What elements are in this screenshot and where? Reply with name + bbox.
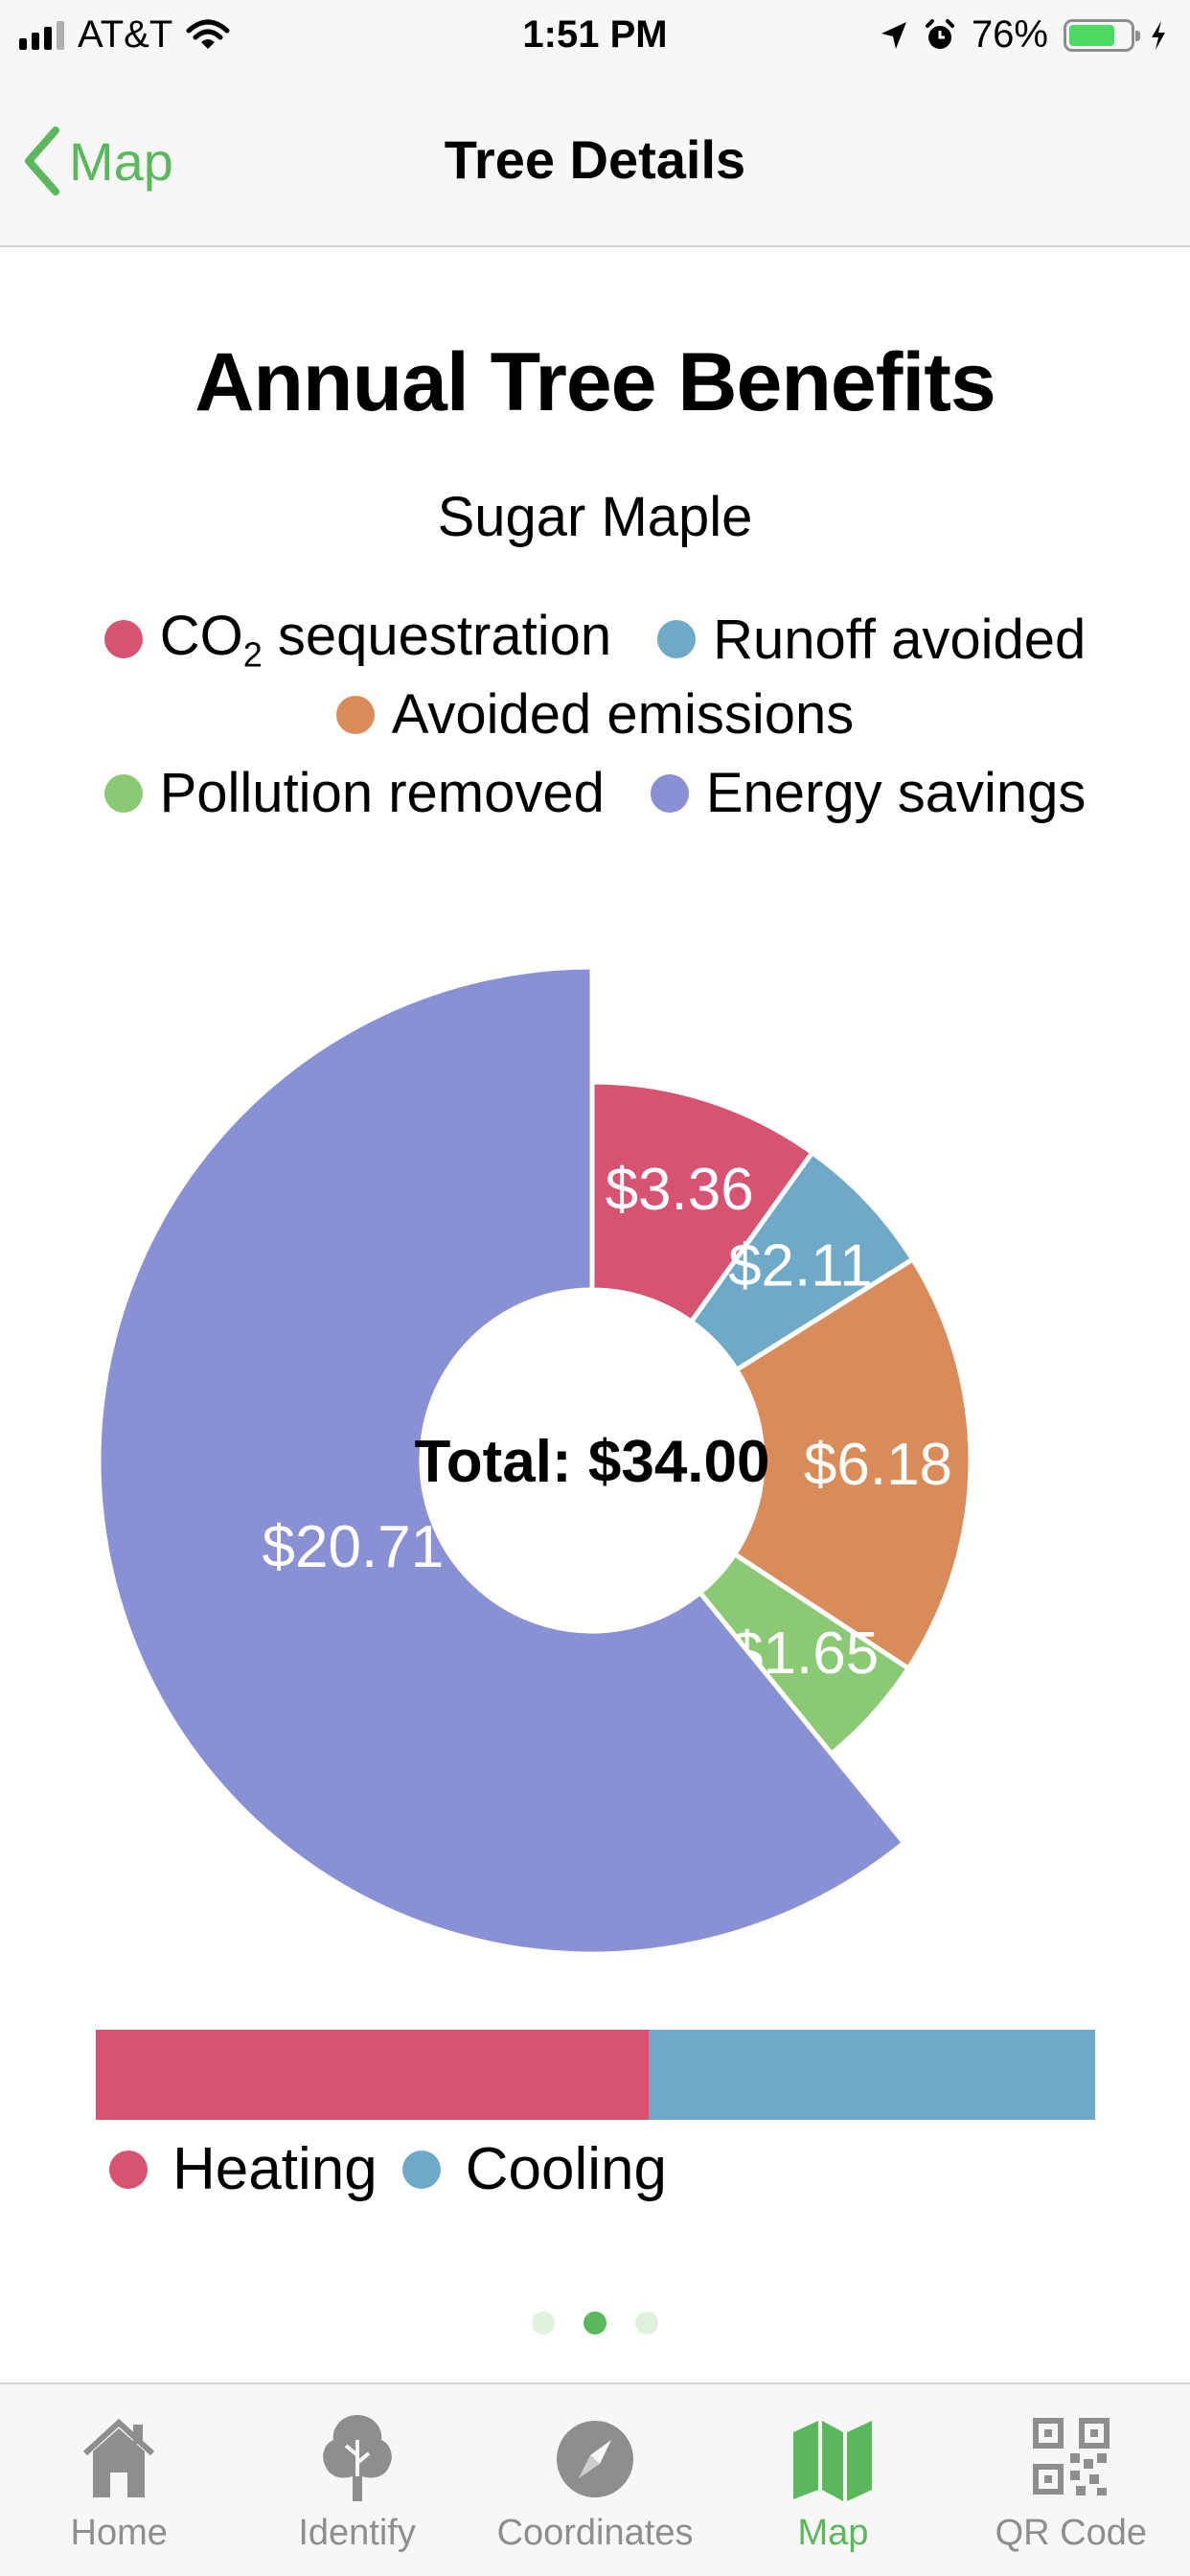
legend-label: Energy savings (705, 762, 1087, 824)
donut-total-label: Total: $34.00 (414, 1429, 769, 1495)
chart-subtitle: Sugar Maple (437, 486, 753, 548)
nav-title: Tree Details (444, 129, 746, 190)
charging-bolt-icon (1152, 20, 1165, 50)
battery-percent: 76% (971, 13, 1048, 56)
legend-label: Pollution removed (159, 762, 605, 824)
tab-coordinates[interactable]: Coordinates (476, 2384, 714, 2576)
legend-item-energy: Energy savings (650, 761, 1087, 825)
status-right: 76% (880, 13, 1167, 57)
tab-qr-code[interactable]: QR Code (952, 2384, 1190, 2576)
clock: 1:51 PM (522, 13, 668, 56)
legend-item-runoff: Runoff avoided (657, 608, 1086, 672)
back-label: Map (69, 130, 173, 192)
heating-label: Heating (172, 2136, 378, 2202)
energy-split-segment (648, 2030, 1095, 2120)
qr-code-icon (1032, 2418, 1110, 2496)
donut-slice[interactable] (96, 964, 908, 1957)
page-dot[interactable] (635, 2312, 658, 2334)
cooling-swatch (401, 2150, 441, 2189)
legend-swatch (103, 620, 143, 659)
legend-row-2: Avoided emissions (0, 682, 1190, 747)
energy-split-segment (96, 2030, 649, 2120)
location-arrow-icon (881, 21, 906, 49)
alarm-icon (925, 18, 954, 49)
tab-label: Identify (298, 2513, 416, 2553)
legend-item-avoided-emissions: Avoided emissions (335, 682, 855, 747)
heating-swatch (109, 2150, 148, 2189)
legend-swatch (650, 773, 689, 813)
energy-split-legend: Heating Cooling (109, 2135, 667, 2203)
legend-label: CO2 sequestration (159, 605, 612, 675)
status-bar: AT&T 1:51 PM 76% (0, 0, 1190, 79)
slice-value-label: $6.18 (804, 1432, 952, 1498)
tab-home[interactable]: Home (0, 2384, 238, 2576)
legend-item-pollution: Pollution removed (103, 761, 605, 825)
legend-item-co2: CO2 sequestration (103, 604, 612, 676)
carrier-name: AT&T (78, 13, 173, 56)
tab-map[interactable]: Map (714, 2384, 951, 2576)
wifi-icon (186, 19, 230, 49)
navigation-bar: Map Tree Details (0, 79, 1190, 247)
cooling-label: Cooling (465, 2136, 667, 2202)
page-indicator[interactable] (0, 2312, 1190, 2334)
slice-value-label: $2.11 (728, 1232, 873, 1299)
tab-label: QR Code (995, 2513, 1148, 2553)
tab-bar: Home Identify Coordinates Map QR Cod (0, 2382, 1190, 2576)
slice-value-label: $3.36 (606, 1157, 754, 1223)
donut-slice[interactable] (589, 1079, 816, 1325)
battery-icon (1064, 18, 1140, 52)
tab-label: Map (797, 2513, 869, 2553)
legend-swatch (657, 620, 697, 659)
signal-icon (19, 20, 64, 50)
page-dot[interactable] (584, 2312, 606, 2334)
back-button[interactable]: Map (21, 125, 173, 197)
tab-identify[interactable]: Identify (238, 2384, 475, 2576)
legend-row-1: CO2 sequestration Runoff avoided (0, 604, 1190, 676)
tree-icon (322, 2415, 392, 2501)
donut-slice[interactable] (731, 1255, 973, 1672)
legend-label: Runoff avoided (713, 608, 1087, 671)
compass-icon (557, 2421, 634, 2497)
legend-swatch (335, 695, 375, 734)
chart-title: Annual Tree Benefits (195, 336, 995, 428)
page-dot[interactable] (532, 2312, 555, 2334)
tab-label: Home (70, 2513, 168, 2553)
legend-row-3: Pollution removed Energy savings (0, 761, 1190, 825)
slice-value-label: $20.71 (263, 1514, 445, 1580)
legend-swatch (103, 773, 143, 813)
chevron-left-icon (25, 126, 59, 196)
energy-split-bar (96, 2030, 1095, 2120)
map-icon (793, 2421, 873, 2501)
legend-label: Avoided emissions (391, 683, 855, 746)
home-icon (83, 2418, 155, 2497)
carrier-info: AT&T (19, 13, 230, 57)
tab-label: Coordinates (496, 2513, 694, 2553)
